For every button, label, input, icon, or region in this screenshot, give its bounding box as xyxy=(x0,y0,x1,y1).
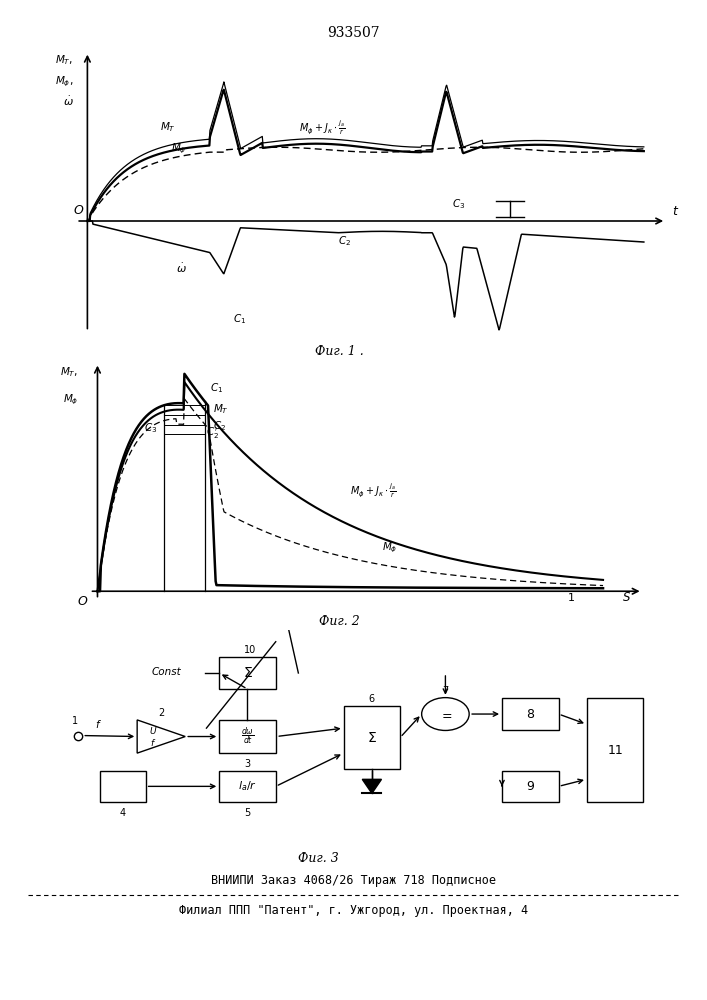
Bar xyxy=(219,771,276,802)
Text: $\Sigma$: $\Sigma$ xyxy=(243,666,252,680)
Text: $M_{\phi}+J_{\kappa}\cdot\frac{j_a}{r}$: $M_{\phi}+J_{\kappa}\cdot\frac{j_a}{r}$ xyxy=(350,481,397,500)
Text: $C_1$: $C_1$ xyxy=(210,381,223,395)
Text: $M_T,$: $M_T,$ xyxy=(61,366,78,379)
Text: Фиг. 2: Фиг. 2 xyxy=(319,615,360,628)
Text: $M_{\phi}$: $M_{\phi}$ xyxy=(382,540,397,555)
Text: $C_1$: $C_1$ xyxy=(233,313,247,326)
Text: 4: 4 xyxy=(120,808,126,818)
Text: $M_T$: $M_T$ xyxy=(160,120,175,134)
Text: 6: 6 xyxy=(369,694,375,704)
Text: $=$: $=$ xyxy=(438,708,452,721)
Text: $O$: $O$ xyxy=(74,204,85,217)
Text: $f$: $f$ xyxy=(95,718,102,730)
Text: 1: 1 xyxy=(72,716,78,726)
Text: $M_{\phi},$: $M_{\phi},$ xyxy=(55,75,74,89)
Text: 5: 5 xyxy=(245,808,250,818)
Text: 11: 11 xyxy=(607,744,623,757)
Text: $M_{\phi}+J_{\kappa}\cdot\frac{j_a}{r}$: $M_{\phi}+J_{\kappa}\cdot\frac{j_a}{r}$ xyxy=(299,118,345,137)
Text: Фиг. 3: Фиг. 3 xyxy=(298,852,339,865)
Text: 10: 10 xyxy=(244,645,257,655)
Bar xyxy=(219,657,276,689)
Text: $M_{\phi}$: $M_{\phi}$ xyxy=(171,142,187,156)
Bar xyxy=(344,706,400,769)
Text: $t$: $t$ xyxy=(672,205,679,218)
Text: $l_a/r$: $l_a/r$ xyxy=(238,779,257,793)
Text: 3: 3 xyxy=(245,759,250,769)
Text: Фиг. 1 .: Фиг. 1 . xyxy=(315,345,363,358)
Text: $C_2'$: $C_2'$ xyxy=(206,426,220,441)
Text: $U$
$f$: $U$ $f$ xyxy=(148,725,157,748)
Text: $\dot{\omega}$: $\dot{\omega}$ xyxy=(63,95,74,108)
Text: $C_3$: $C_3$ xyxy=(144,422,158,435)
Text: $M_{\phi}$: $M_{\phi}$ xyxy=(63,393,78,407)
Text: $C_2$: $C_2$ xyxy=(213,419,226,433)
Text: $M_T,$: $M_T,$ xyxy=(55,54,74,67)
Bar xyxy=(502,771,559,802)
Text: $\dot{\omega}$: $\dot{\omega}$ xyxy=(177,261,187,275)
Text: $O$: $O$ xyxy=(76,595,88,608)
Text: Const: Const xyxy=(151,667,181,677)
Text: $C_3$: $C_3$ xyxy=(452,197,465,211)
Bar xyxy=(219,720,276,753)
Text: 9: 9 xyxy=(526,780,534,793)
Text: $\frac{d\omega}{dt}$: $\frac{d\omega}{dt}$ xyxy=(240,726,255,747)
Text: $S$: $S$ xyxy=(622,591,631,604)
Text: 2: 2 xyxy=(158,708,164,718)
Text: $M_T$: $M_T$ xyxy=(213,402,228,416)
Text: Филиал ППП "Патент", г. Ужгород, ул. Проектная, 4: Филиал ППП "Патент", г. Ужгород, ул. Про… xyxy=(179,904,528,917)
Text: 933507: 933507 xyxy=(327,26,380,40)
Text: $C_2$: $C_2$ xyxy=(338,234,351,248)
Bar xyxy=(100,771,146,802)
Text: 7: 7 xyxy=(443,686,448,696)
Text: 8: 8 xyxy=(526,708,534,721)
Text: $\Sigma$: $\Sigma$ xyxy=(367,730,377,744)
Bar xyxy=(587,698,643,802)
Text: $1$: $1$ xyxy=(568,591,575,603)
Polygon shape xyxy=(362,779,382,793)
Bar xyxy=(502,698,559,730)
Text: ВНИИПИ Заказ 4068/26 Тираж 718 Подписное: ВНИИПИ Заказ 4068/26 Тираж 718 Подписное xyxy=(211,874,496,887)
